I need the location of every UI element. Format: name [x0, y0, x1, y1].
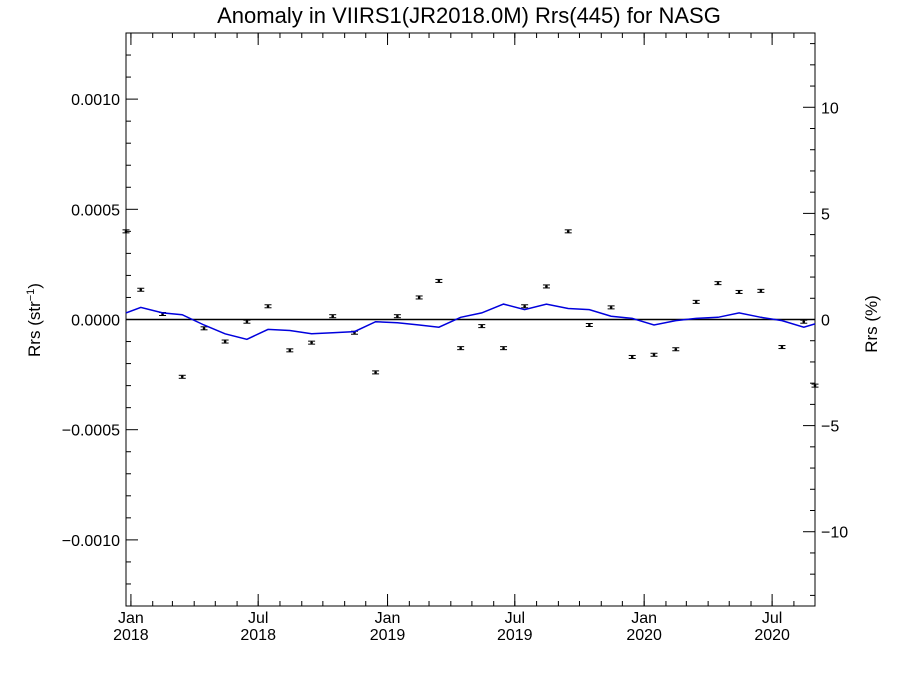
point-marker: [523, 304, 526, 308]
data-point: [672, 347, 680, 352]
x-axis: Jan2018Jul2018Jan2019Jul2019Jan2020Jul20…: [113, 33, 795, 644]
point-marker: [374, 371, 377, 374]
y-tick-label: 0.0010: [71, 92, 120, 109]
point-marker: [459, 346, 462, 350]
data-point: [308, 340, 316, 345]
data-point: [692, 299, 700, 304]
data-point: [714, 281, 722, 286]
x-tick-month: Jul: [762, 610, 782, 627]
point-marker: [759, 289, 763, 293]
data-point: [415, 295, 423, 300]
x-tick-month: Jul: [505, 610, 525, 627]
point-marker: [609, 306, 613, 309]
point-marker: [245, 320, 249, 324]
y-tick-label: 0.0005: [71, 202, 120, 219]
y-tick-label: 0.0000: [71, 313, 120, 330]
point-marker: [139, 288, 143, 292]
x-tick-year: 2020: [754, 627, 790, 644]
point-marker: [737, 290, 741, 294]
point-marker: [716, 281, 720, 285]
data-point: [607, 305, 615, 310]
y2-tick-label: 5: [821, 206, 830, 223]
data-point: [521, 304, 529, 309]
y2-tick-label: 0: [821, 313, 830, 330]
data-point: [735, 289, 743, 294]
data-point: [778, 345, 786, 350]
point-marker: [310, 341, 313, 344]
y2-tick-label: −10: [821, 525, 848, 542]
data-point: [286, 348, 294, 353]
point-marker: [437, 279, 441, 283]
x-tick-year: 2018: [113, 627, 149, 644]
x-tick-month: Jan: [631, 610, 657, 627]
point-marker: [223, 340, 227, 343]
point-marker: [288, 349, 292, 352]
data-point: [137, 287, 145, 292]
point-marker: [566, 230, 570, 233]
x-tick-month: Jan: [375, 610, 401, 627]
point-marker: [417, 296, 421, 299]
point-marker: [630, 355, 634, 359]
data-point: [500, 346, 508, 351]
point-marker: [502, 346, 505, 350]
data-point: [200, 326, 208, 331]
chart-title: Anomaly in VIIRS1(JR2018.0M) Rrs(445) fo…: [217, 3, 721, 28]
point-marker: [780, 345, 784, 349]
data-point: [243, 319, 251, 324]
data-point: [435, 278, 443, 283]
point-marker: [674, 347, 678, 351]
point-marker: [266, 304, 270, 308]
data-point: [800, 319, 808, 324]
data-point: [178, 374, 186, 379]
y2-tick-label: −5: [821, 419, 839, 436]
data-point: [122, 229, 130, 234]
data-point: [329, 314, 337, 319]
data-point: [628, 354, 636, 359]
plot-frame: [125, 32, 816, 607]
point-marker: [694, 300, 698, 304]
x-tick-year: 2019: [370, 627, 406, 644]
data-point: [393, 314, 401, 319]
point-marker: [396, 314, 399, 318]
data-point: [457, 346, 465, 351]
point-marker: [180, 375, 184, 379]
data-point: [650, 352, 658, 357]
data-point: [757, 288, 765, 293]
point-marker: [124, 230, 128, 233]
x-tick-month: Jul: [248, 610, 268, 627]
y-axis-label-close: ): [25, 283, 44, 289]
x-tick-year: 2019: [497, 627, 533, 644]
y-axis-left: 0.0010 0.0005 0.0000 −0.0005 −0.0010: [62, 54, 138, 585]
data-point: [542, 284, 550, 289]
data-point: [585, 323, 593, 328]
y-tick-label: −0.0010: [62, 533, 120, 550]
y-axis-label-superscript: −1: [25, 289, 37, 302]
point-marker: [813, 384, 817, 387]
y-axis-label: Rrs (str−1): [25, 283, 44, 357]
point-marker: [802, 320, 806, 324]
data-point: [478, 324, 486, 329]
point-marker: [652, 353, 656, 357]
x-tick-month: Jan: [118, 610, 144, 627]
y-axis-label-main: Rrs (str: [25, 301, 44, 357]
point-marker: [480, 324, 484, 328]
y2-tick-label: 10: [821, 100, 839, 117]
data-point: [264, 304, 272, 309]
y-axis-right: 10 5 0 −5 −10: [803, 43, 848, 596]
point-marker: [331, 314, 335, 318]
point-marker: [545, 285, 548, 288]
point-marker: [202, 327, 206, 330]
y2-axis-label: Rrs (%): [862, 295, 881, 353]
series-layer: [122, 229, 819, 388]
data-point: [811, 383, 819, 388]
data-point: [221, 339, 229, 344]
series-line-blue: [125, 303, 816, 341]
data-point: [564, 229, 572, 234]
point-marker: [588, 323, 591, 327]
x-tick-year: 2020: [626, 627, 662, 644]
y-tick-label: −0.0005: [62, 423, 120, 440]
data-point: [372, 370, 380, 375]
x-tick-year: 2018: [240, 627, 276, 644]
